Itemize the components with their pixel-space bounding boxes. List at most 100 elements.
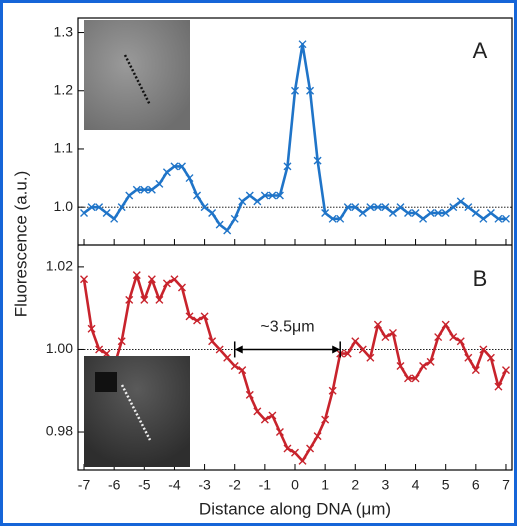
plots: 1.0 1.1 1.2 1.3 1.02 1.00 0.98 -7 -6 -5 -4 -3 -2 -1 0 1… — [46, 23, 512, 493]
data-point — [162, 168, 171, 177]
data-point — [87, 203, 96, 212]
data-point — [185, 312, 194, 321]
x-tick-label: -3 — [198, 477, 211, 493]
y-tick-label: 1.1 — [54, 140, 74, 156]
x-tick-label: -1 — [259, 477, 272, 493]
data-point — [501, 366, 510, 375]
data-point — [343, 349, 352, 358]
x-tick-label: -7 — [78, 477, 91, 493]
x-tick-label: 5 — [442, 477, 450, 493]
data-point — [253, 197, 262, 206]
data-point — [426, 357, 435, 366]
data-point — [313, 432, 322, 441]
x-tick-label: -6 — [108, 477, 121, 493]
data-point — [404, 208, 413, 217]
data-point — [351, 203, 360, 212]
data-point — [87, 324, 96, 333]
data-point — [479, 345, 488, 354]
data-point — [449, 203, 458, 212]
data-point — [298, 456, 307, 465]
y-tick-label: 0.98 — [46, 423, 73, 439]
y-tick-label: 1.3 — [54, 23, 74, 39]
data-point — [486, 353, 495, 362]
data-point — [155, 295, 164, 304]
data-point — [456, 337, 465, 346]
data-point — [486, 208, 495, 217]
data-point — [125, 295, 134, 304]
data-point — [117, 337, 126, 346]
data-point — [275, 428, 284, 437]
data-point — [411, 374, 420, 383]
data-point — [366, 353, 375, 362]
data-point — [162, 279, 171, 288]
y-tick-label: 1.02 — [46, 258, 73, 274]
data-point — [358, 345, 367, 354]
data-point — [456, 197, 465, 206]
data-point — [366, 203, 375, 212]
data-point — [245, 390, 254, 399]
x-tick-label: 6 — [472, 477, 480, 493]
data-point — [381, 203, 390, 212]
data-point — [268, 411, 277, 420]
data-point — [193, 191, 202, 200]
x-tick-label: -2 — [228, 477, 241, 493]
data-point — [494, 214, 503, 223]
data-point — [283, 444, 292, 453]
data-point — [434, 208, 443, 217]
data-point — [200, 203, 209, 212]
data-point — [321, 208, 330, 217]
data-point — [215, 220, 224, 229]
panel-label: A — [473, 38, 488, 63]
x-axis-label: Distance along DNA (μm) — [199, 499, 391, 518]
data-point — [208, 337, 217, 346]
inset-image-a — [84, 20, 190, 130]
data-point — [373, 320, 382, 329]
data-point — [298, 40, 307, 49]
data-point — [80, 208, 89, 217]
data-point — [185, 174, 194, 183]
data-point — [147, 275, 156, 284]
data-point — [291, 448, 299, 457]
data-point — [238, 197, 247, 206]
data-point — [343, 203, 352, 212]
x-tick-label: -5 — [138, 477, 151, 493]
data-point — [291, 86, 299, 95]
data-point — [313, 156, 322, 165]
data-point — [230, 361, 239, 370]
data-point — [177, 162, 186, 171]
data-point — [479, 214, 488, 223]
data-point — [215, 345, 224, 354]
data-point — [396, 361, 405, 370]
data-point — [321, 415, 330, 424]
data-point — [464, 203, 473, 212]
data-point — [95, 345, 104, 354]
data-point — [411, 208, 420, 217]
data-point — [170, 275, 179, 284]
data-point — [147, 185, 156, 194]
data-point — [102, 349, 111, 358]
data-point — [117, 203, 126, 212]
data-point — [434, 333, 443, 342]
data-point — [306, 444, 315, 453]
inset-spot-b — [95, 372, 117, 392]
data-point — [260, 191, 269, 200]
data-point — [170, 162, 179, 171]
panel-label: B — [473, 266, 488, 291]
data-point — [358, 208, 367, 217]
data-point — [132, 271, 141, 280]
data-point — [381, 333, 390, 342]
data-point — [155, 179, 164, 188]
annotation-text: ~3.5μm — [260, 319, 314, 336]
data-point — [404, 374, 413, 383]
data-point — [177, 283, 186, 292]
data-point — [388, 328, 397, 337]
x-tick-label: 0 — [291, 477, 299, 493]
y-axis-label: Fluorescence (a.u.) — [11, 171, 30, 317]
data-point — [238, 366, 247, 375]
data-point — [200, 312, 209, 321]
data-point — [223, 226, 232, 235]
data-point — [140, 185, 149, 194]
data-point — [132, 185, 141, 194]
data-point — [373, 203, 382, 212]
data-point — [140, 295, 149, 304]
